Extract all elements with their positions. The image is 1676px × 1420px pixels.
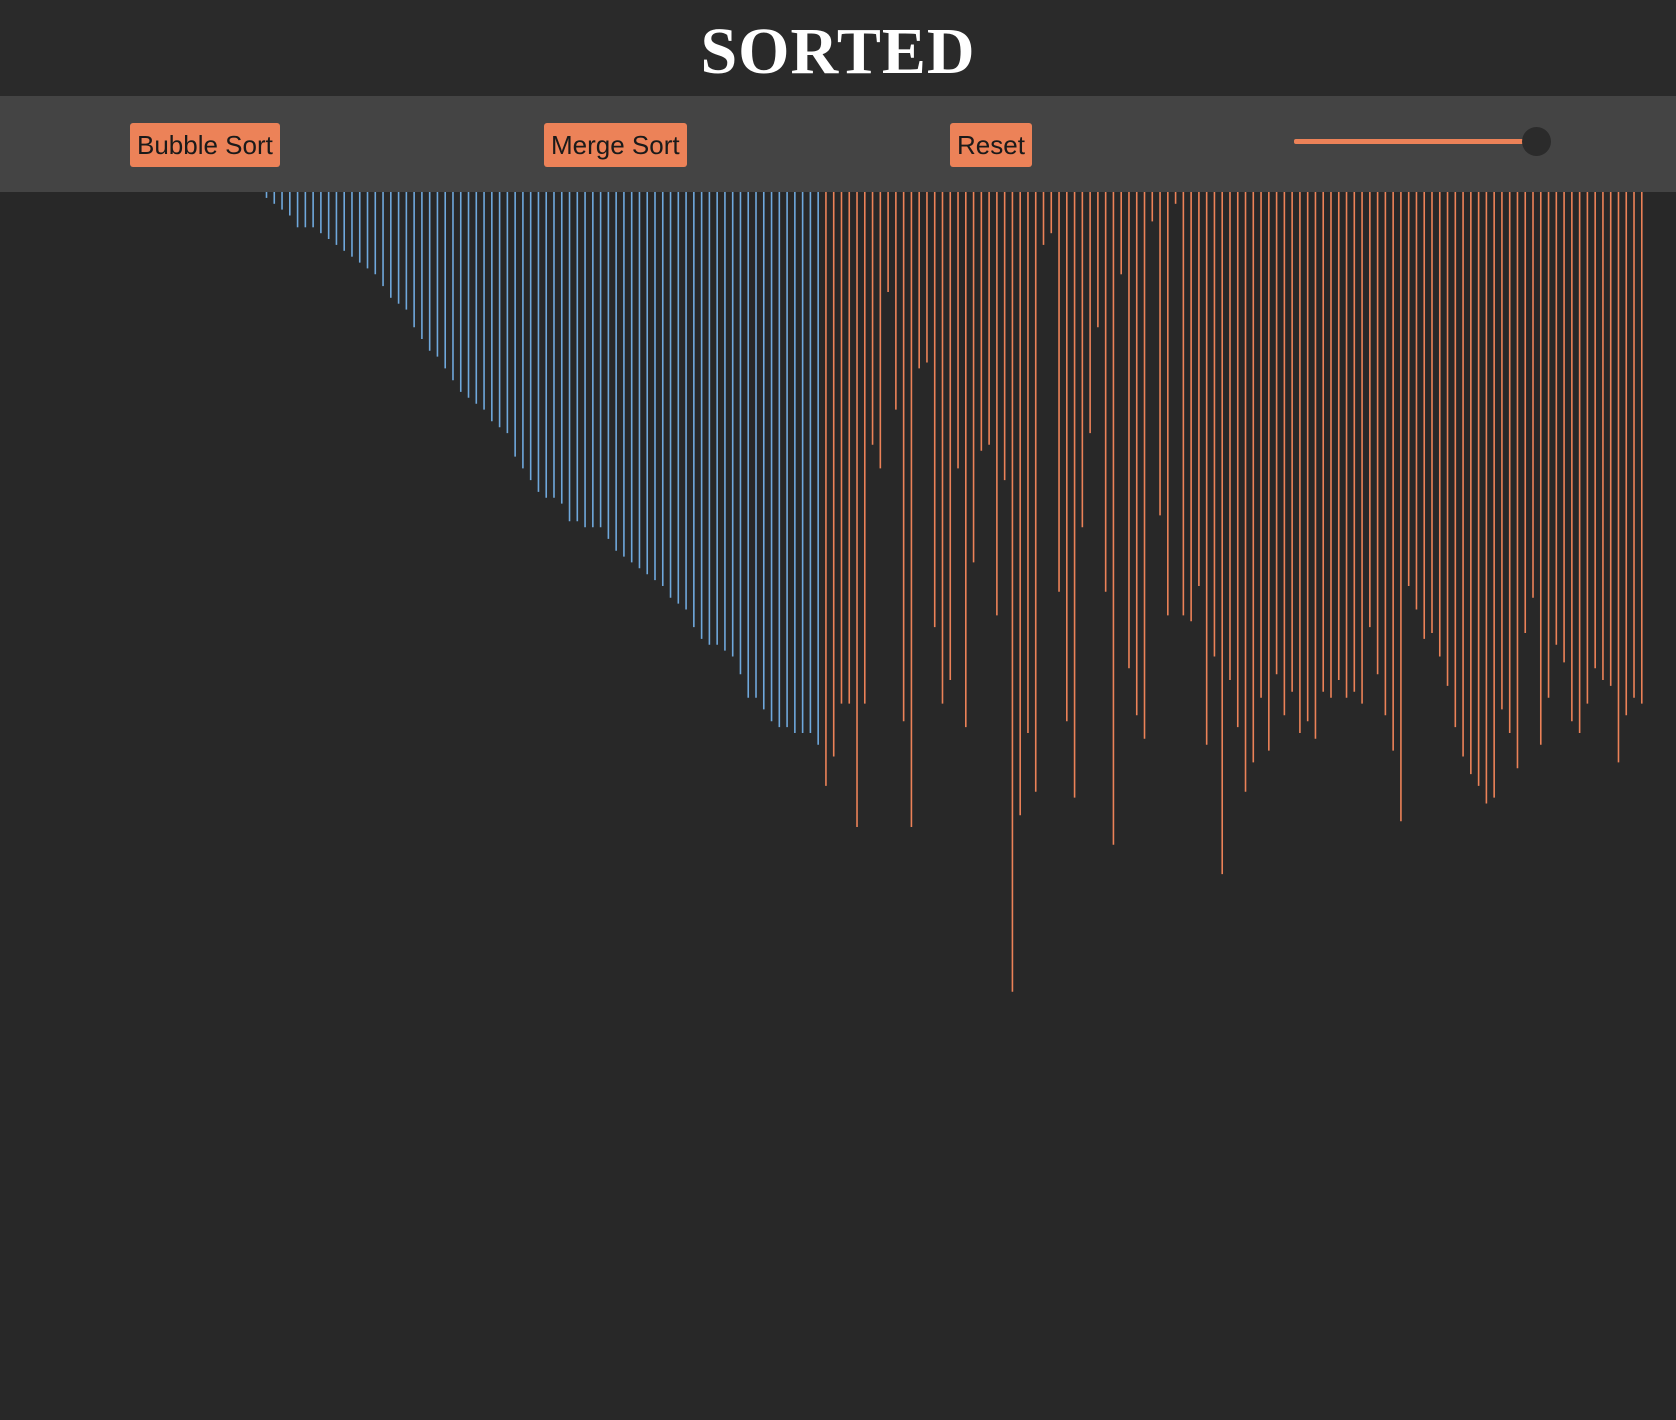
header: SORTED	[0, 0, 1676, 96]
slider-track[interactable]	[1294, 139, 1534, 144]
sort-visualization	[0, 192, 1676, 1420]
page-title: SORTED	[700, 15, 976, 88]
reset-button[interactable]: Reset	[950, 123, 1032, 167]
merge-sort-button[interactable]: Merge Sort	[544, 123, 687, 167]
toolbar: Bubble Sort Merge Sort Reset	[0, 96, 1676, 192]
bars-chart	[265, 192, 1643, 992]
speed-slider[interactable]	[1294, 126, 1552, 156]
slider-thumb[interactable]	[1522, 127, 1551, 156]
bubble-sort-button[interactable]: Bubble Sort	[130, 123, 280, 167]
